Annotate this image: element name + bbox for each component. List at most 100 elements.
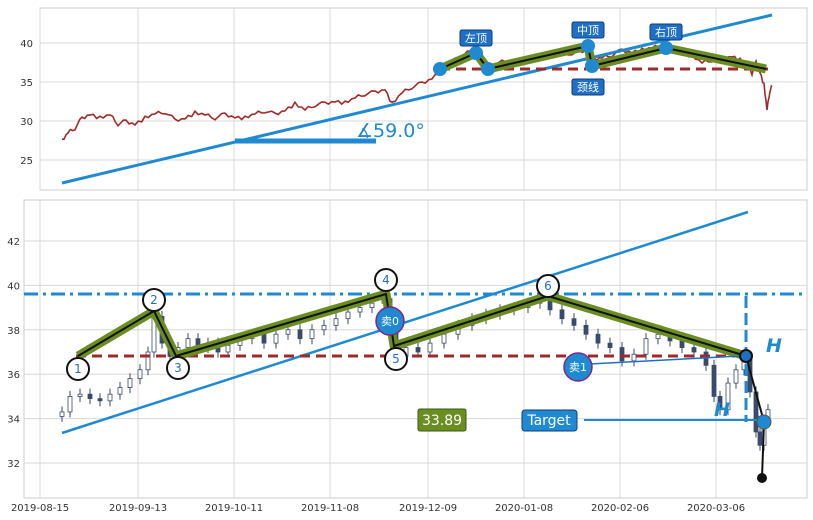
x-tick-label: 2019-08-15	[11, 503, 69, 514]
right-top-label: 右顶	[655, 25, 677, 39]
candle-body	[357, 307, 363, 313]
candle-body	[733, 369, 739, 384]
candle-body	[725, 382, 731, 411]
candle-body	[67, 395, 73, 413]
pivot-label: 2	[150, 293, 158, 307]
candle-body	[297, 329, 303, 340]
candle-body	[127, 378, 133, 388]
bottom-panel-frame	[23, 199, 808, 499]
x-tick-label: 2019-11-08	[301, 503, 359, 514]
candle-body	[415, 347, 421, 353]
pivot-label: 4	[382, 273, 390, 287]
top-markers	[433, 39, 673, 76]
candle-body	[225, 344, 231, 353]
top-y-tick-label: 30	[20, 117, 33, 128]
neckline-box	[571, 78, 605, 96]
axes: 2019-08-15 2019-09-13 2019-10-11 2019-11-08…	[7, 39, 745, 514]
low-marker	[757, 473, 767, 483]
candle-body	[137, 369, 143, 380]
candle-body	[333, 318, 339, 326]
x-tick-label: 2020-01-08	[495, 503, 553, 514]
candle-body	[595, 333, 601, 344]
neckline-label: 颈线	[577, 80, 599, 94]
candle-body	[571, 318, 577, 326]
top-pattern-marker	[469, 46, 483, 60]
top-pattern-marker	[433, 62, 447, 76]
pivot-marker	[166, 356, 190, 380]
pivot-label: 6	[544, 279, 552, 293]
x-tick-label: 2019-12-09	[399, 503, 457, 514]
top-pattern-marker	[481, 62, 495, 76]
angle-label: ∡59.0°	[356, 120, 425, 142]
candle-body	[77, 393, 83, 397]
target-label: Target	[526, 413, 571, 429]
bottom-y-tick-label: 42	[7, 237, 20, 248]
price-box	[417, 408, 467, 432]
candle-body	[345, 311, 351, 320]
candle-body	[607, 342, 613, 348]
candle-body	[679, 340, 685, 348]
candle-body	[643, 338, 649, 355]
left-top-label: 左顶	[465, 32, 487, 45]
candle-body	[619, 347, 625, 362]
candle-body	[321, 324, 327, 331]
pivot-marker	[66, 357, 90, 381]
bottom-y-tick-label: 34	[7, 415, 20, 426]
candle-body	[59, 411, 65, 417]
bottom-y-tick-label: 32	[7, 459, 20, 470]
sell1-label: 卖1	[569, 361, 587, 374]
candle-body	[145, 351, 151, 371]
x-tick-label: 2019-10-11	[205, 503, 263, 514]
top-panel: ∡59.0° 左顶 中顶 右顶 颈线	[61, 13, 773, 185]
candle-body	[261, 333, 267, 344]
candle-body	[441, 333, 447, 344]
price-label: 33.89	[422, 413, 462, 429]
candle-body	[757, 431, 763, 446]
height-label-upper: H	[766, 335, 782, 357]
pivot-label: 3	[174, 361, 182, 375]
top-trend-line	[61, 13, 773, 185]
candle-body	[717, 395, 723, 411]
pivot-markers: 1 2 3 4 5 6	[66, 268, 560, 381]
bottom-trend-line	[61, 210, 749, 435]
candle-body	[655, 333, 661, 340]
candle-body	[691, 347, 697, 353]
x-tick-label: 2020-03-06	[687, 503, 745, 514]
top-y-tick-label: 35	[20, 78, 33, 89]
left-top-box	[459, 29, 493, 47]
mid-top-label: 中顶	[577, 24, 599, 37]
candle-body	[107, 393, 113, 402]
candle-body	[427, 342, 433, 353]
top-pattern-marker	[585, 59, 599, 73]
candle-body	[703, 351, 709, 366]
top-y-tick-label: 25	[20, 156, 33, 167]
x-tick-label: 2020-02-06	[591, 503, 649, 514]
sell0-label: 卖0	[381, 315, 399, 328]
candle-body	[117, 387, 123, 395]
candle-body	[285, 329, 291, 335]
x-tick-label: 2019-09-13	[109, 503, 167, 514]
bottom-y-tick-label: 38	[7, 326, 20, 337]
bottom-y-tick-label: 36	[7, 370, 20, 381]
candle-body	[559, 309, 565, 320]
candle-body	[583, 324, 589, 335]
bottom-y-tick-label: 40	[7, 281, 20, 292]
bottom-panel: 1 2 3 4 5 6 卖0 卖1 Target 33.89 H H	[24, 210, 807, 483]
sell1-marker	[563, 352, 593, 382]
pivot-label: 5	[392, 352, 400, 366]
top-pattern-marker	[659, 41, 673, 55]
pivot-marker	[374, 268, 398, 292]
right-top-box	[649, 23, 683, 41]
candle-body	[97, 398, 103, 402]
target-box	[521, 409, 578, 432]
pivot-marker	[142, 288, 166, 312]
height-label-lower: H	[714, 399, 730, 421]
sell0-marker	[375, 306, 405, 336]
top-pattern-marker	[581, 39, 595, 53]
pivot-marker	[384, 347, 408, 371]
candle-body	[273, 333, 279, 344]
top-y-tick-label: 40	[20, 39, 33, 50]
candle-body	[631, 353, 637, 362]
candle-body	[87, 393, 93, 400]
